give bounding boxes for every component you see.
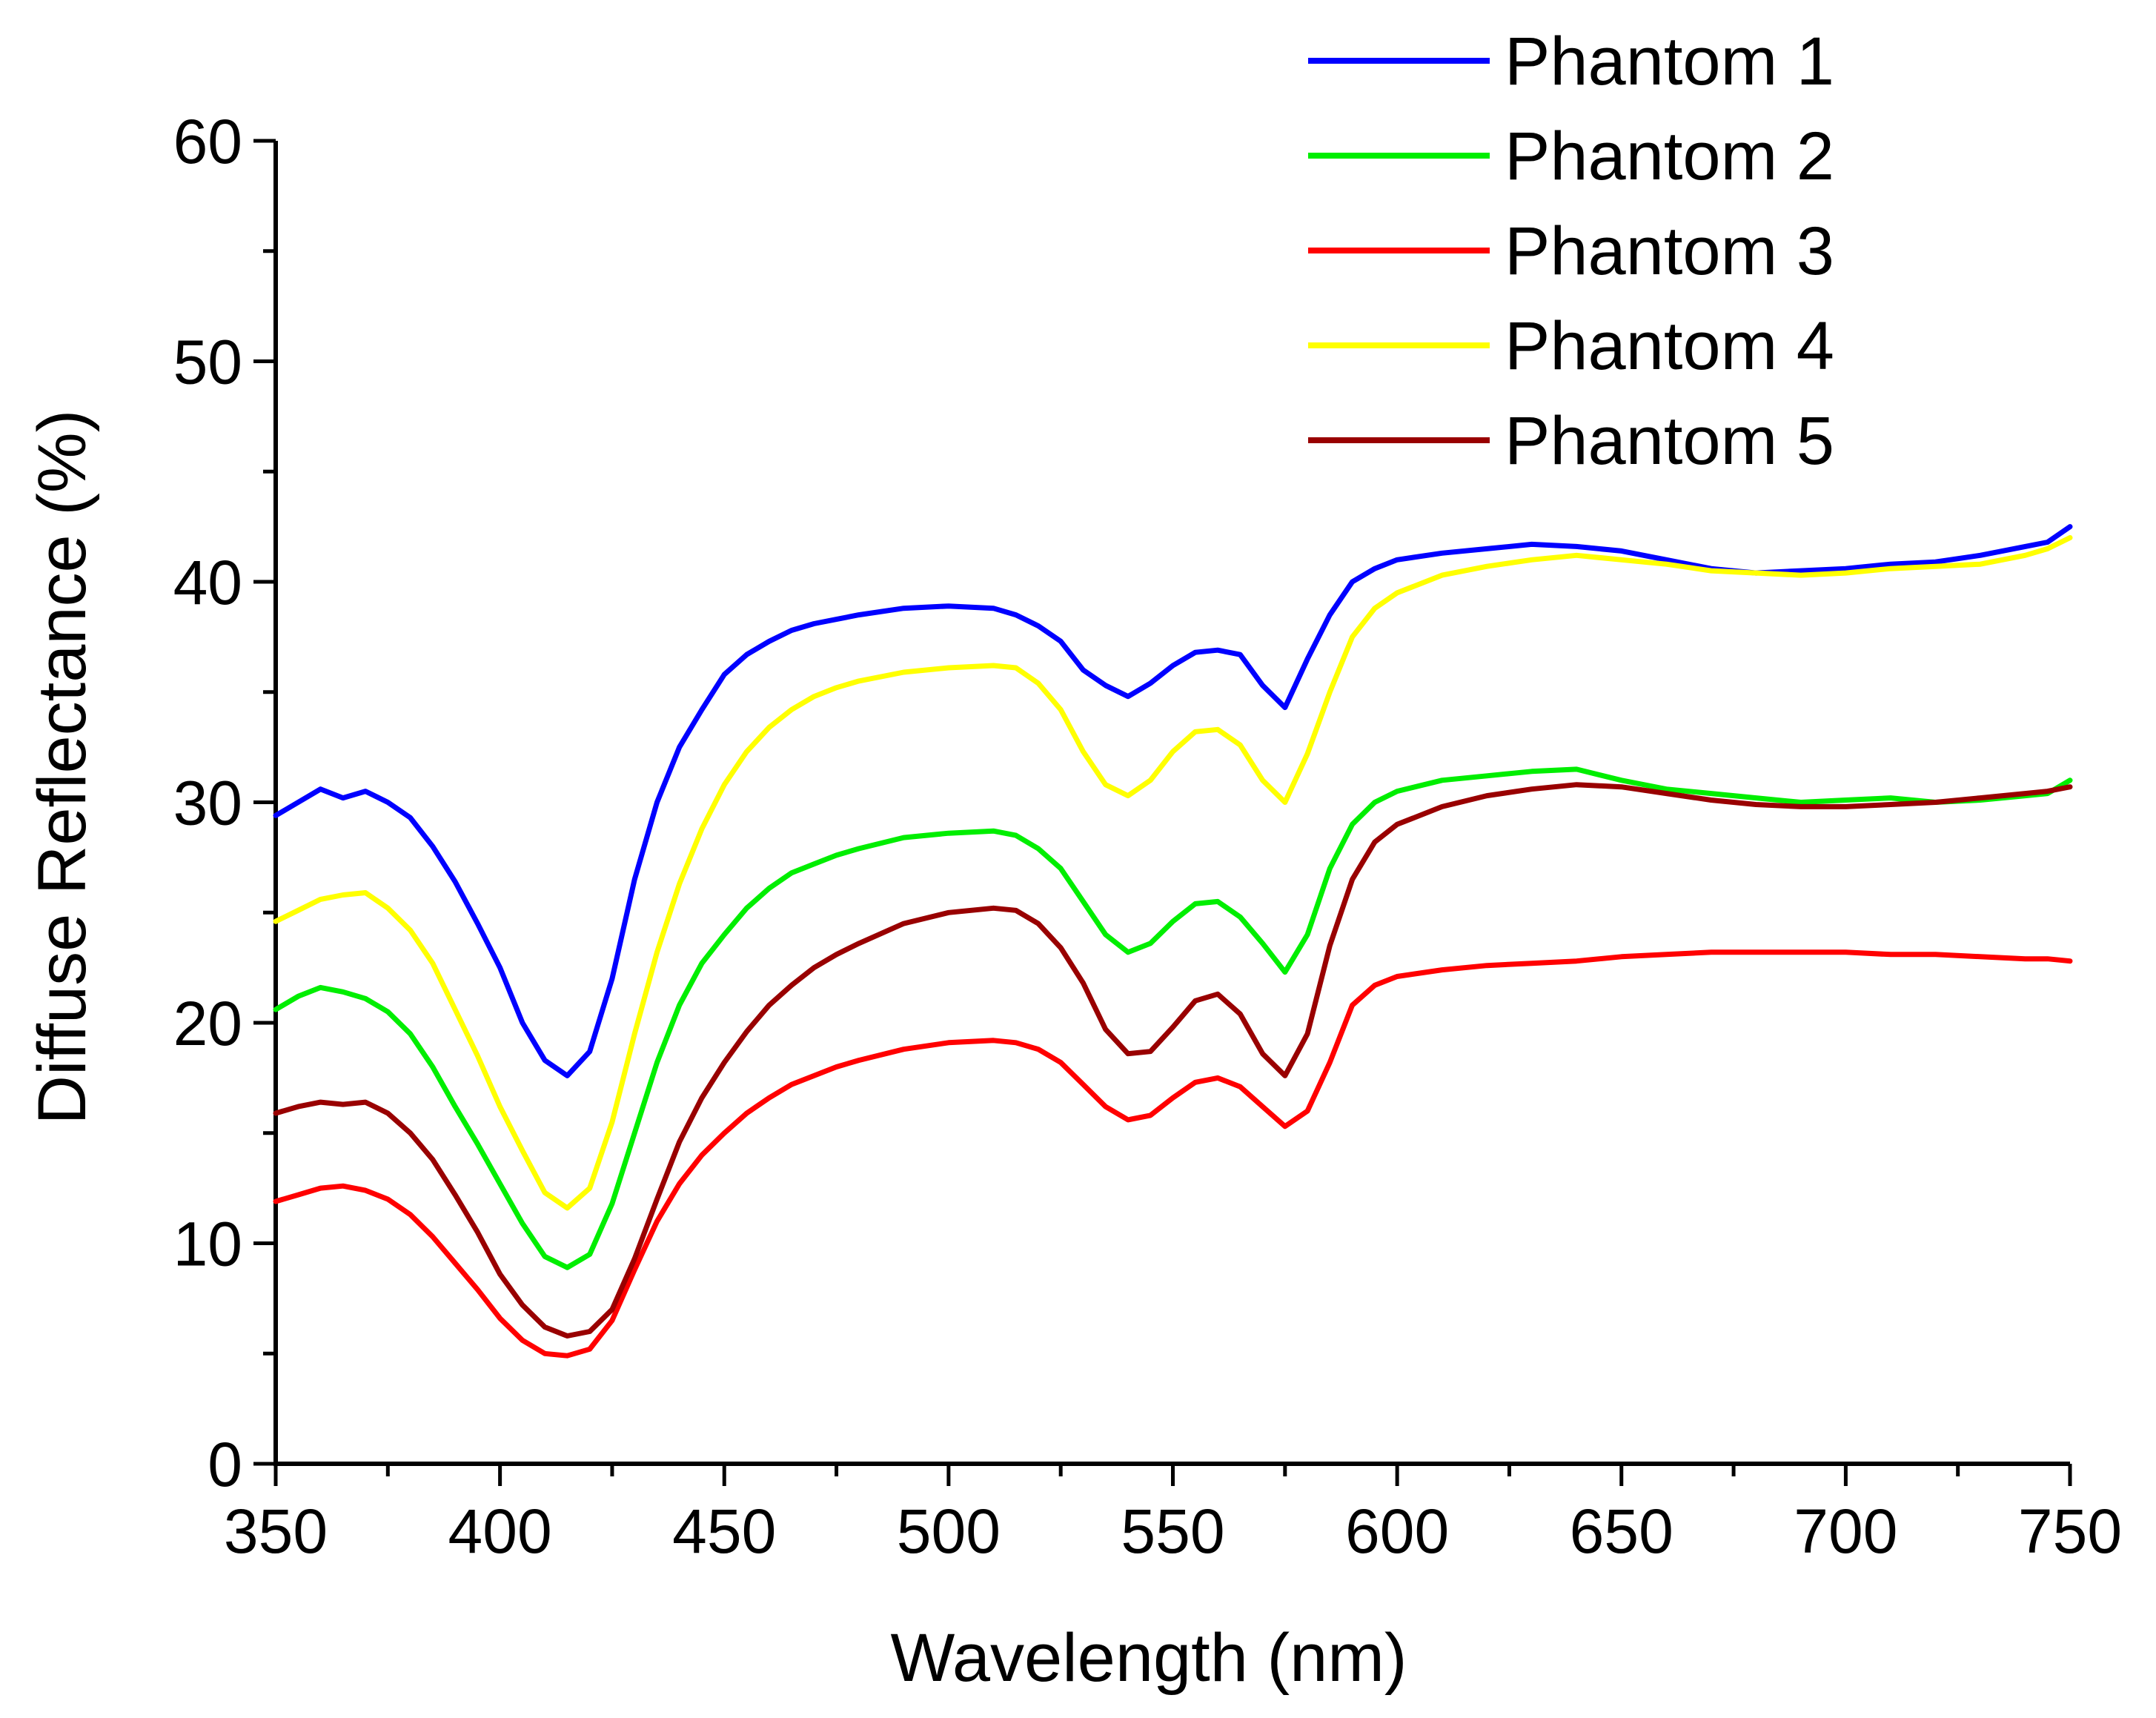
- legend-label-phantom-2: Phantom 2: [1505, 119, 1834, 194]
- y-tick-label: 10: [173, 1210, 242, 1279]
- x-tick-label: 500: [897, 1496, 1001, 1566]
- x-tick-label: 450: [672, 1496, 776, 1566]
- x-tick-label: 650: [1570, 1496, 1674, 1566]
- series-line-phantom-3: [273, 949, 2073, 1359]
- legend: Phantom 1 Phantom 2 Phantom 3 Phantom 4 Phan…: [1308, 24, 1834, 479]
- series-line-phantom-2: [273, 766, 2073, 1270]
- x-tick-label: 400: [448, 1496, 552, 1566]
- x-tick-label: 600: [1345, 1496, 1449, 1566]
- x-axis-title: Wavelength (nm): [890, 1620, 1407, 1696]
- y-axis-title: Diffuse Reflectance (%): [24, 410, 100, 1125]
- legend-label-phantom-1: Phantom 1: [1505, 24, 1834, 99]
- y-tick-label: 30: [173, 769, 242, 838]
- series-layer: [273, 524, 2073, 1359]
- series-line-phantom-4: [273, 535, 2073, 1211]
- x-tick-label: 750: [2018, 1496, 2122, 1566]
- axes: 350 400 450 500 550 600 650 700 750 0 10 20 30 40 50 60: [173, 107, 2123, 1566]
- x-tick-label: 700: [1794, 1496, 1897, 1566]
- series-line-phantom-5: [273, 782, 2073, 1339]
- legend-label-phantom-4: Phantom 4: [1505, 308, 1834, 384]
- legend-label-phantom-5: Phantom 5: [1505, 403, 1834, 479]
- series-line-phantom-1: [273, 524, 2073, 1078]
- y-tick-label: 0: [208, 1430, 242, 1499]
- y-tick-label: 50: [173, 328, 242, 397]
- x-tick-label: 350: [224, 1496, 328, 1566]
- legend-label-phantom-3: Phantom 3: [1505, 213, 1834, 289]
- x-tick-label: 550: [1121, 1496, 1224, 1566]
- y-tick-label: 60: [173, 107, 242, 176]
- y-tick-label: 40: [173, 548, 242, 617]
- y-tick-label: 20: [173, 989, 242, 1058]
